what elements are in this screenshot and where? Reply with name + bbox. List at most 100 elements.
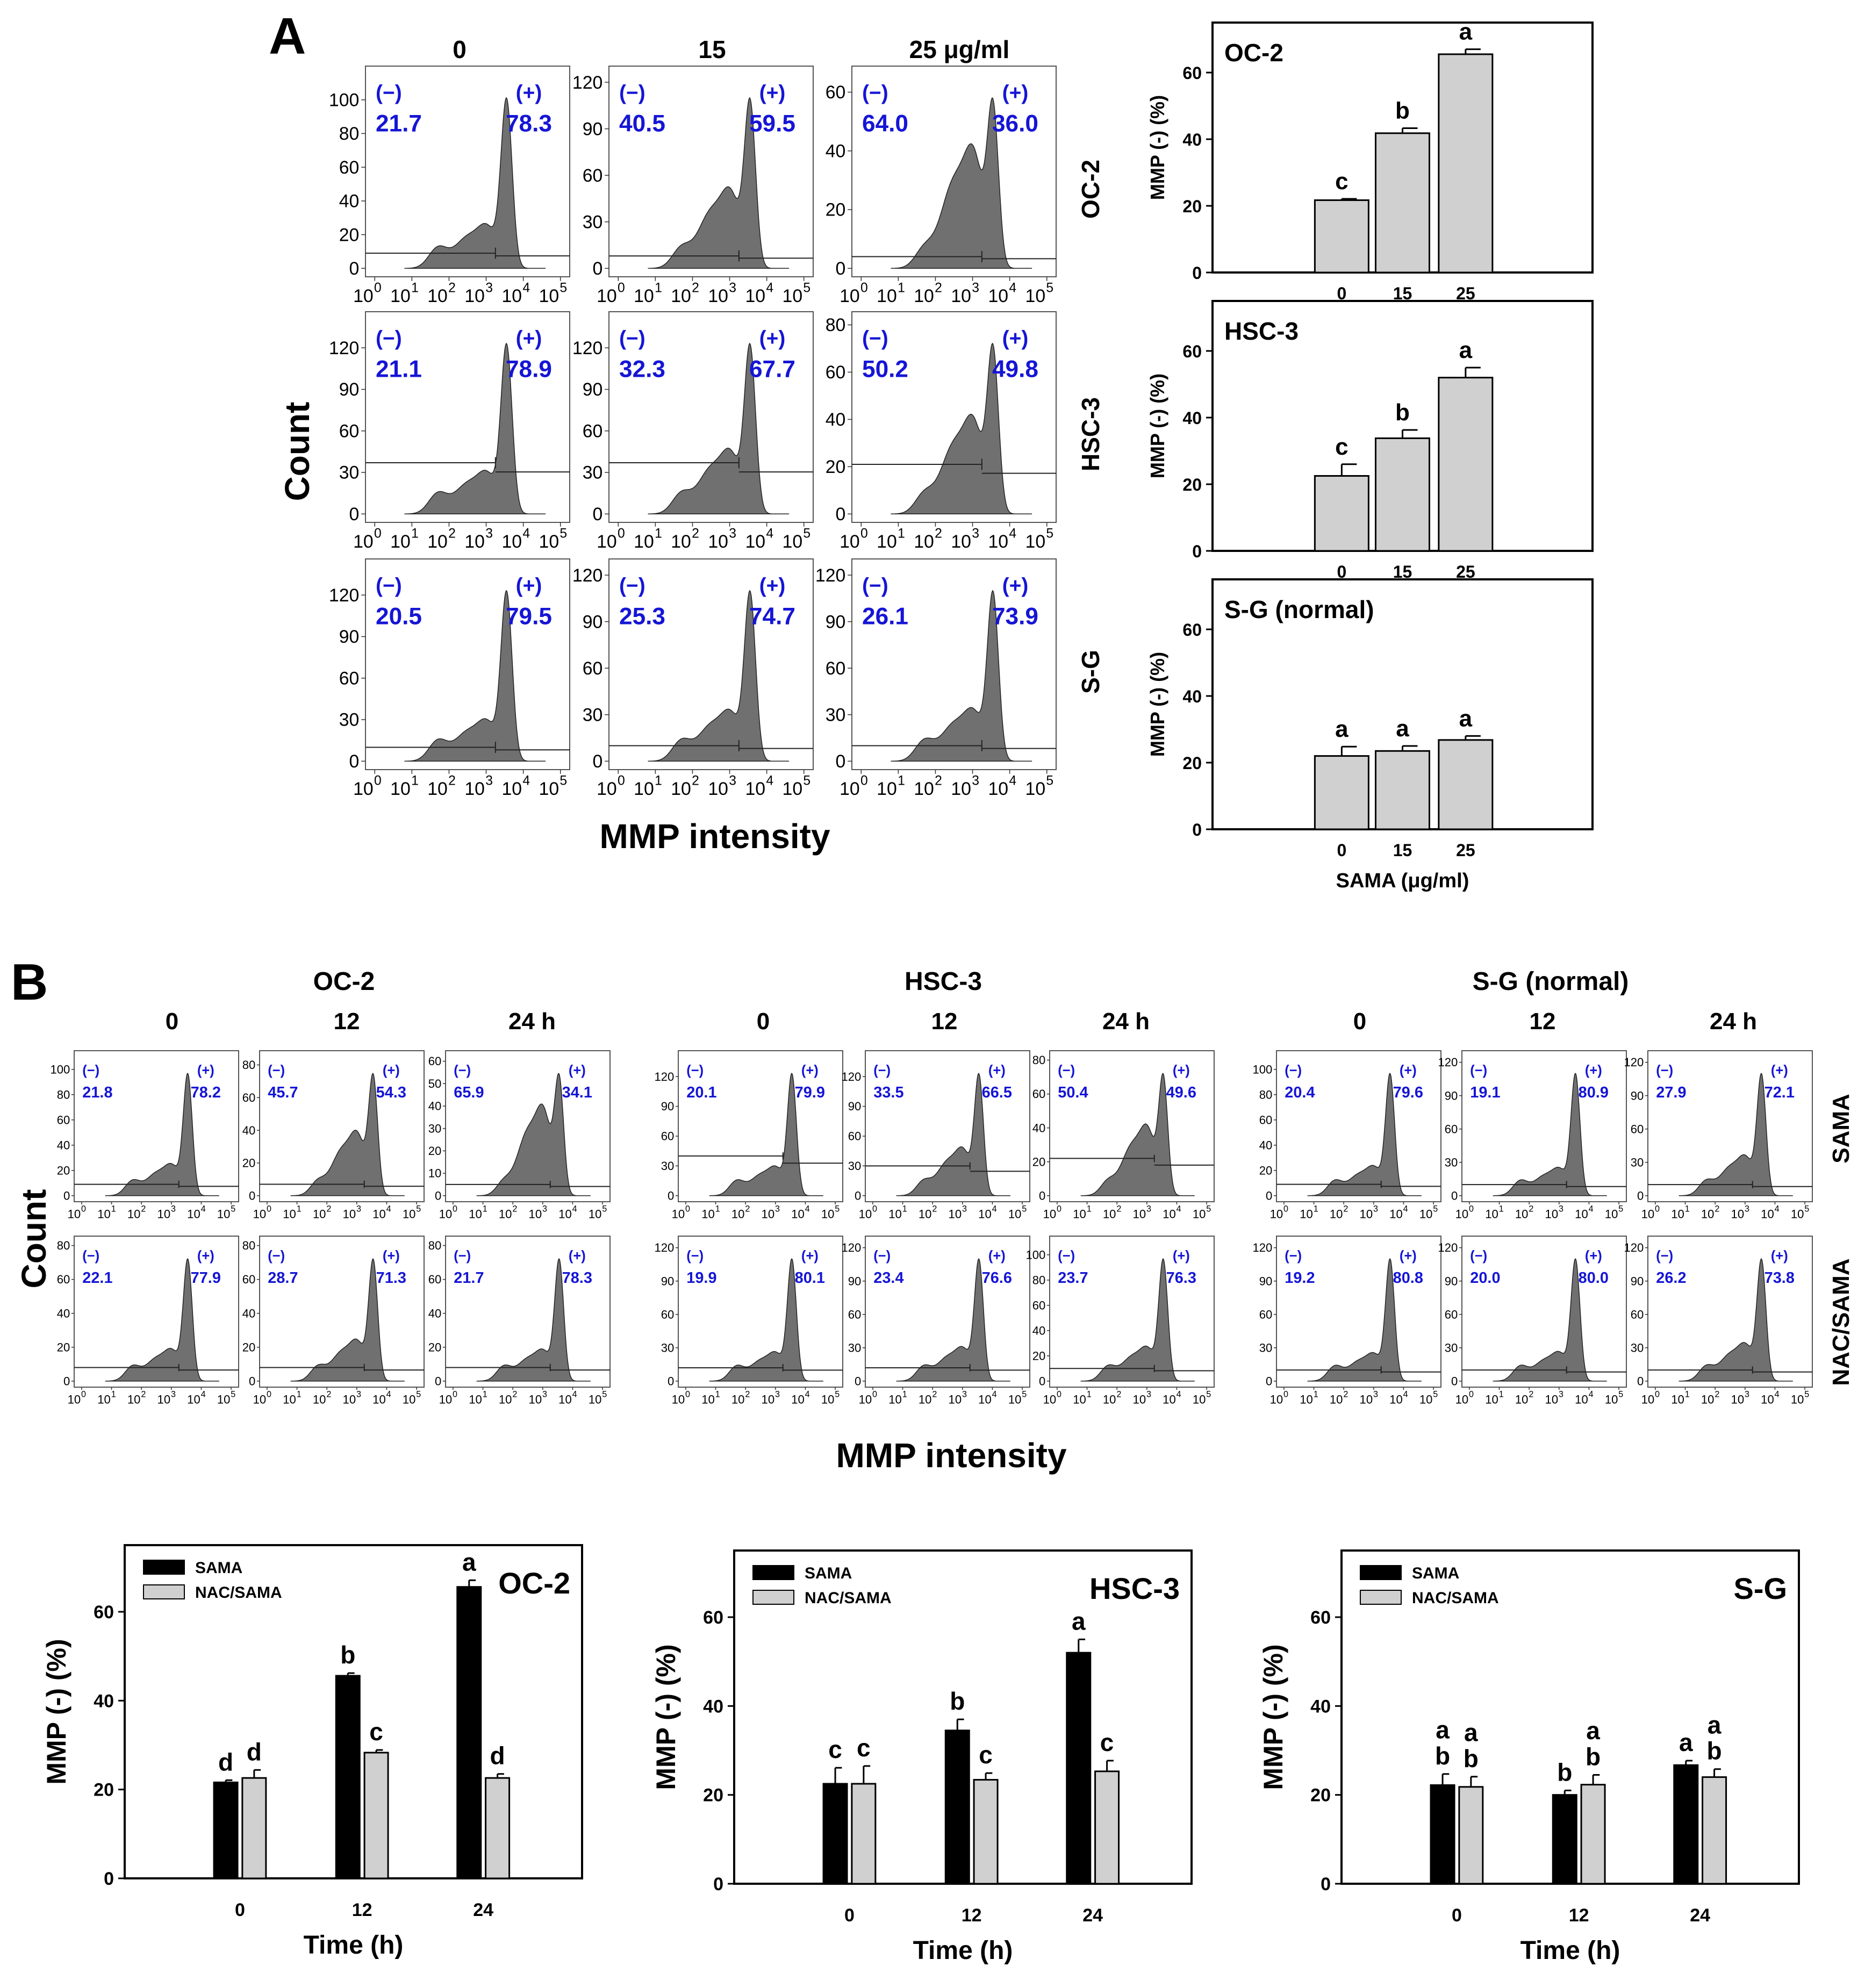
hist-b1-1-1-xtick-exp-5: 5 (1022, 1390, 1027, 1400)
a-row-label-hsc3: HSC-3 (1077, 397, 1104, 471)
hist-b2-1-1-frame (1461, 1236, 1627, 1388)
hist-b1-1-2-xtick-exp-3: 3 (1146, 1390, 1151, 1400)
hist-b0-0-2-xtick-exp-5: 5 (602, 1204, 607, 1214)
hist-a-2-1-xtick-exp-1: 1 (655, 774, 662, 788)
b-time-sg-24: 24 h (1710, 1008, 1757, 1035)
hist-b1-0-2-frame (1049, 1050, 1215, 1202)
hist-b1-1-0-ytick-label-3: 90 (661, 1274, 675, 1288)
bar-A-bar-oc2-ytick-label-3: 60 (1182, 63, 1202, 83)
hist-b1-0-1-ytick-label-0: 0 (855, 1189, 861, 1202)
hist-b1-1-1-xtick-exp-3: 3 (962, 1390, 967, 1400)
hist-b2-0-0-neg-label: (−) (1285, 1063, 1302, 1078)
hist-a-1-2-xtick-exp-4: 4 (1009, 527, 1016, 541)
hist-b2-1-2-histogram (1678, 1258, 1793, 1382)
bar-B-bar-sg-series1-cat1-letter-1: b (1586, 1742, 1601, 1770)
hist-a-2-1-xtick-exp-4: 4 (766, 774, 773, 788)
hist-b2-1-2-xtick-exp-4: 4 (1775, 1390, 1780, 1400)
hist-b0-1-1-frame (259, 1236, 425, 1388)
hist-b0-0-2-xtick-base-5: 10 (589, 1208, 602, 1221)
hist-a-2-2-xtick-base-5: 10 (1025, 779, 1046, 799)
hist-b1-0-1-frame (865, 1050, 1030, 1202)
hist-a-2-2-xtick-exp-1: 1 (898, 774, 905, 788)
hist-b2-0-2-ytick-label-4: 120 (1624, 1056, 1644, 1069)
hist-b2-0-0-xtick-base-4: 10 (1389, 1208, 1403, 1221)
hist-a-1-2-ytick-label-4: 80 (826, 315, 846, 335)
hist-b1-1-1-frame (865, 1236, 1030, 1388)
bar-B-bar-oc2-ytick-label-2: 40 (94, 1691, 114, 1711)
hist-a-0-1-xtick-base-4: 10 (745, 286, 765, 306)
hist-a-0-0-xtick-base-1: 10 (390, 286, 411, 306)
hist-b0-0-1-ytick-label-3: 60 (242, 1091, 256, 1104)
hist-b0-0-1-ytick-label-4: 80 (242, 1058, 256, 1072)
hist-b0-0-0-frame (74, 1050, 239, 1202)
hist-a-2-1-xtick-exp-3: 3 (729, 774, 736, 788)
hist-b1-0-1-ytick-label-2: 60 (848, 1130, 862, 1143)
hist-b2-1-0-ytick-label-2: 60 (1259, 1308, 1273, 1321)
hist-a-1-0-xtick-base-0: 10 (353, 532, 374, 552)
hist-b2-1-2-neg-value: 26.2 (1656, 1269, 1686, 1287)
hist-b2-1-2-xtick-base-2: 10 (1701, 1393, 1715, 1406)
hist-a-1-0-xtick-base-4: 10 (501, 532, 522, 552)
hist-a-1-2-xtick-exp-1: 1 (898, 527, 905, 541)
hist-b2-1-0-xtick-base-2: 10 (1330, 1393, 1343, 1406)
hist-b2-1-1-xtick-exp-3: 3 (1559, 1390, 1563, 1400)
bar-B-bar-sg-series1-cat2-letter-0: a (1708, 1711, 1721, 1739)
hist-a-1-2-xtick-base-5: 10 (1025, 532, 1046, 552)
hist-a-2-0-ytick-label-1: 30 (339, 710, 360, 730)
hist-b1-1-1-xtick-base-1: 10 (888, 1393, 902, 1406)
hist-a-1-0-xtick-exp-0: 0 (374, 527, 382, 541)
hist-b0-0-1-pos-label: (+) (383, 1063, 400, 1078)
hist-b2-0-2-xtick-base-5: 10 (1791, 1208, 1804, 1221)
hist-b1-0-0-ytick-label-3: 90 (661, 1100, 675, 1113)
hist-a-0-0-ytick-label-3: 60 (339, 157, 360, 178)
hist-b0-0-2-xtick-base-1: 10 (469, 1208, 482, 1221)
hist-b2-0-1-ytick-label-3: 90 (1445, 1089, 1458, 1102)
hist-b1-0-0-xtick-base-0: 10 (672, 1208, 685, 1221)
hist-b1-0-2-xtick-base-4: 10 (1163, 1208, 1176, 1221)
hist-b1-1-0-xtick-base-2: 10 (731, 1393, 745, 1406)
hist-b0-0-0-ytick-label-1: 20 (57, 1164, 70, 1177)
hist-a-2-1-ytick-label-4: 120 (572, 565, 602, 586)
bar-B-bar-sg-series0-cat2-letter-0: a (1679, 1728, 1693, 1756)
hist-b1-0-0-xtick-base-4: 10 (791, 1208, 805, 1221)
hist-a-2-1-neg-label: (−) (619, 575, 645, 598)
bar-B-bar-sg-ylabel: MMP (-) (%) (1258, 1644, 1288, 1790)
hist-b0-0-0-xtick-base-5: 10 (217, 1208, 231, 1221)
hist-a-2-0-ytick-label-2: 60 (339, 668, 360, 688)
hist-b1-1-0-frame (678, 1236, 843, 1388)
hist-a-2-2-pos-label: (+) (1002, 575, 1029, 598)
hist-a-1-0-ytick-label-3: 90 (339, 379, 360, 400)
hist-a-0-0-xtick-exp-3: 3 (485, 281, 493, 296)
hist-b2-0-0-xtick-base-3: 10 (1360, 1208, 1373, 1221)
hist-b0-0-2-ytick-label-1: 10 (428, 1167, 442, 1180)
hist-a-2-2-xtick-exp-3: 3 (972, 774, 979, 788)
hist-b2-0-0-ytick-label-2: 40 (1259, 1138, 1273, 1152)
hist-a-0-0-ytick-label-1: 20 (339, 225, 360, 245)
hist-b0-1-2-pos-label: (+) (569, 1248, 586, 1264)
bar-B-bar-hsc3-ytick-label-0: 0 (713, 1874, 723, 1894)
hist-b0-0-2-ytick-label-5: 50 (428, 1077, 442, 1090)
hist-b1-1-1-pos-value: 76.6 (982, 1269, 1012, 1287)
hist-b0-1-1-xtick-exp-3: 3 (356, 1390, 361, 1400)
hist-b0-0-0-xtick-exp-1: 1 (111, 1204, 116, 1214)
hist-b1-1-0-ytick-label-2: 60 (661, 1308, 675, 1321)
hist-b1-1-1-ytick-label-2: 60 (848, 1308, 862, 1321)
hist-b0-1-1-neg-value: 28.7 (268, 1269, 298, 1287)
hist-b2-0-1-xtick-exp-0: 0 (1469, 1204, 1474, 1214)
hist-b2-1-2-ytick-label-2: 60 (1631, 1308, 1644, 1321)
hist-b1-1-2-xtick-exp-1: 1 (1087, 1390, 1092, 1400)
bar-B-bar-sg-series0-cat0 (1430, 1784, 1455, 1885)
hist-b1-1-0-ytick-label-0: 0 (668, 1374, 674, 1388)
hist-b1-0-1-ytick-label-1: 30 (848, 1159, 862, 1173)
hist-a-1-1-ytick-label-2: 60 (583, 421, 603, 441)
hist-b0-1-1-pos-label: (+) (383, 1248, 400, 1264)
hist-b2-1-0-xtick-base-3: 10 (1360, 1393, 1373, 1406)
hist-b1-0-0-xtick-base-2: 10 (731, 1208, 745, 1221)
hist-b2-1-1-xtick-base-1: 10 (1485, 1393, 1498, 1406)
hist-b0-0-1-xtick-base-3: 10 (343, 1208, 356, 1221)
bar-B-bar-oc2-series0-cat1-letter-0: b (340, 1641, 355, 1669)
hist-b2-1-0-neg-label: (−) (1285, 1248, 1302, 1264)
bar-A-bar-oc2-ylabel: MMP (-) (%) (1146, 95, 1168, 200)
bar-B-bar-sg-legend-swatch-0 (1360, 1565, 1402, 1580)
